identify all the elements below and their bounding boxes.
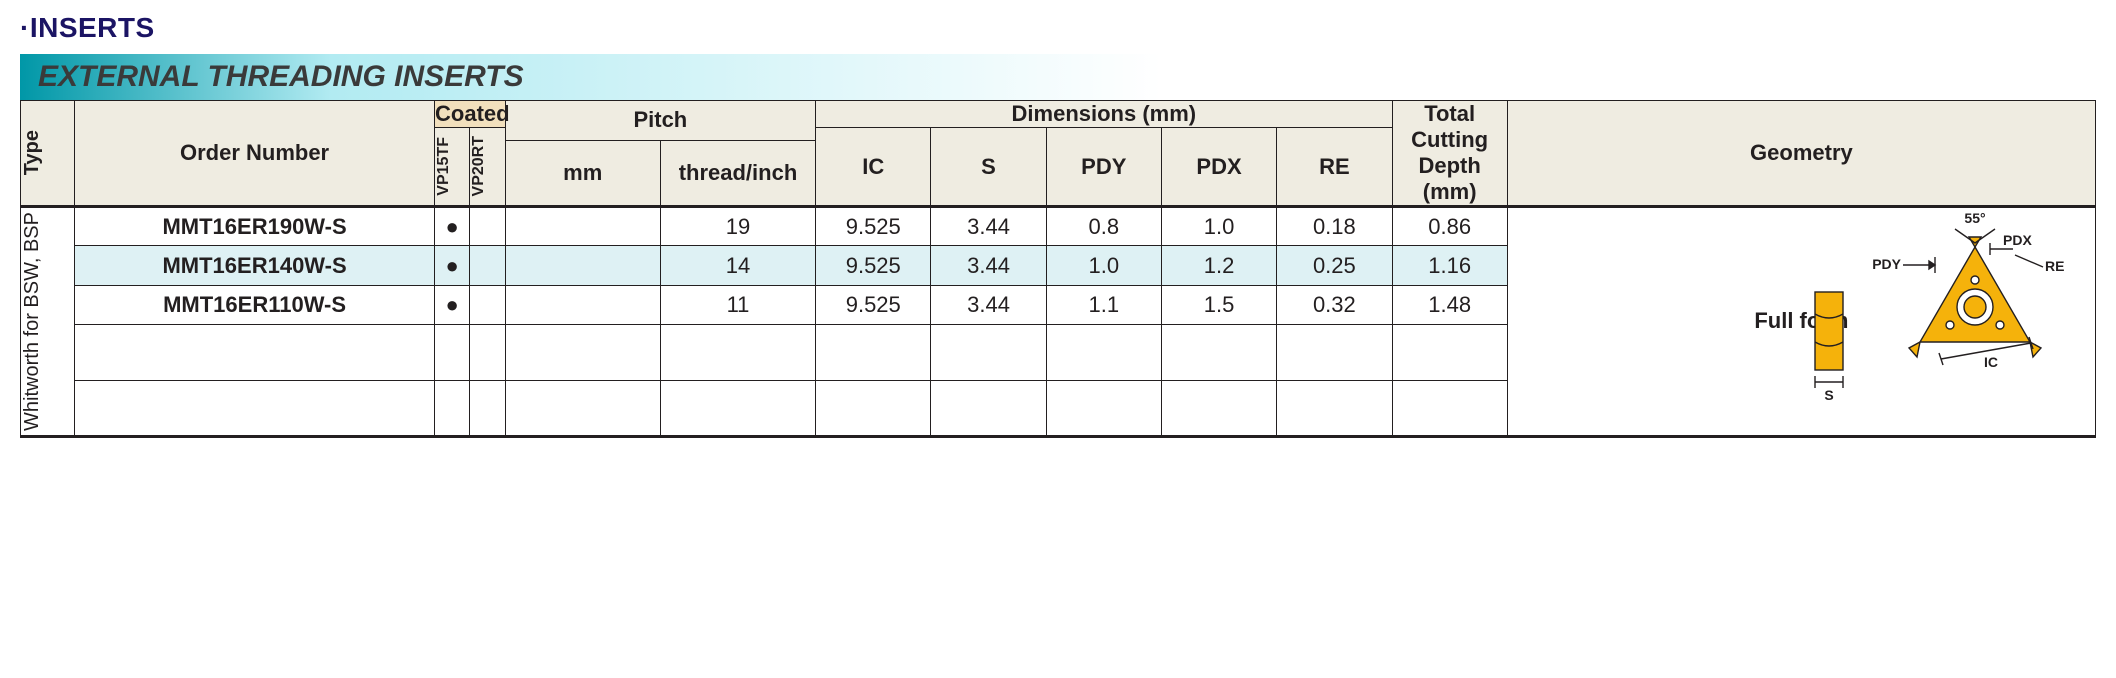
- svg-text:IC: IC: [1984, 354, 1998, 370]
- empty-cell: [931, 381, 1046, 437]
- empty-cell: [470, 325, 505, 381]
- svg-text:RE: RE: [2045, 258, 2064, 274]
- hdr-vp20rt: VP20RT: [470, 128, 505, 207]
- hdr-pdx: PDX: [1161, 128, 1276, 207]
- order-number: MMT16ER140W-S: [75, 246, 435, 285]
- geometry-cell: Full form S: [1507, 207, 2095, 437]
- empty-cell: [435, 325, 470, 381]
- tcd-cell: 1.16: [1392, 246, 1507, 285]
- ic-cell: 9.525: [816, 246, 931, 285]
- pdy-cell: 0.8: [1046, 207, 1161, 246]
- hdr-vp15tf: VP15TF: [435, 128, 470, 207]
- re-cell: 0.25: [1277, 246, 1392, 285]
- re-cell: 0.18: [1277, 207, 1392, 246]
- page-title: ·INSERTS: [20, 12, 2096, 44]
- pitch-mm-cell: [505, 207, 660, 246]
- pitch-tpi-cell: 19: [660, 207, 815, 246]
- vp20rt-cell: [470, 285, 505, 324]
- hdr-pitch-tpi: thread/inch: [660, 140, 815, 206]
- vp20rt-cell: [470, 246, 505, 285]
- ic-cell: 9.525: [816, 285, 931, 324]
- hdr-s: S: [931, 128, 1046, 207]
- s-cell: 3.44: [931, 285, 1046, 324]
- svg-text:PDY: PDY: [1872, 256, 1901, 272]
- vp15tf-cell: ●: [435, 246, 470, 285]
- section-banner: EXTERNAL THREADING INSERTS: [20, 54, 2096, 100]
- svg-text:PDX: PDX: [2003, 232, 2032, 248]
- svg-text:S: S: [1824, 387, 1833, 402]
- pdx-cell: 1.2: [1161, 246, 1276, 285]
- pitch-mm-cell: [505, 246, 660, 285]
- geometry-diagram: S 55° PDX RE: [1785, 212, 2085, 402]
- hdr-dimensions: Dimensions (mm): [816, 101, 1392, 128]
- order-number: [75, 381, 435, 437]
- pitch-mm-cell: [505, 285, 660, 324]
- hdr-order: Order Number: [75, 101, 435, 207]
- ic-cell: 9.525: [816, 207, 931, 246]
- empty-cell: [931, 325, 1046, 381]
- empty-cell: [1161, 381, 1276, 437]
- pitch-tpi-cell: 14: [660, 246, 815, 285]
- empty-cell: [1277, 381, 1392, 437]
- vp15tf-cell: ●: [435, 285, 470, 324]
- pitch-tpi-cell: 11: [660, 285, 815, 324]
- empty-cell: [816, 325, 931, 381]
- vp15tf-cell: ●: [435, 207, 470, 246]
- pdx-cell: 1.0: [1161, 207, 1276, 246]
- s-cell: 3.44: [931, 207, 1046, 246]
- tcd-cell: 1.48: [1392, 285, 1507, 324]
- inserts-table: Type Order Number Coated Pitch Dimension…: [20, 100, 2096, 438]
- empty-cell: [1277, 325, 1392, 381]
- order-number: MMT16ER110W-S: [75, 285, 435, 324]
- order-number: [75, 325, 435, 381]
- hdr-type: Type: [21, 101, 75, 207]
- tcd-cell: 0.86: [1392, 207, 1507, 246]
- empty-cell: [470, 381, 505, 437]
- vp20rt-cell: [470, 207, 505, 246]
- hdr-re: RE: [1277, 128, 1392, 207]
- hdr-pitch-mm: mm: [505, 140, 660, 206]
- hdr-tcd: Total Cutting Depth (mm): [1392, 101, 1507, 207]
- order-number: MMT16ER190W-S: [75, 207, 435, 246]
- hdr-ic: IC: [816, 128, 931, 207]
- empty-cell: [816, 381, 931, 437]
- empty-cell: [1392, 381, 1507, 437]
- empty-cell: [660, 325, 815, 381]
- empty-cell: [1161, 325, 1276, 381]
- type-cell: Whitworth for BSW, BSP: [21, 207, 75, 437]
- svg-text:55°: 55°: [1964, 212, 1985, 226]
- pdx-cell: 1.5: [1161, 285, 1276, 324]
- empty-cell: [1046, 325, 1161, 381]
- empty-cell: [505, 325, 660, 381]
- hdr-geometry: Geometry: [1507, 101, 2095, 207]
- table-row: Whitworth for BSW, BSPMMT16ER190W-S●199.…: [21, 207, 2096, 246]
- pdy-cell: 1.1: [1046, 285, 1161, 324]
- empty-cell: [660, 381, 815, 437]
- pdy-cell: 1.0: [1046, 246, 1161, 285]
- hdr-pdy: PDY: [1046, 128, 1161, 207]
- empty-cell: [1392, 325, 1507, 381]
- empty-cell: [435, 381, 470, 437]
- hdr-coated: Coated: [435, 101, 506, 128]
- hdr-pitch: Pitch: [505, 101, 816, 141]
- empty-cell: [1046, 381, 1161, 437]
- empty-cell: [505, 381, 660, 437]
- s-cell: 3.44: [931, 246, 1046, 285]
- re-cell: 0.32: [1277, 285, 1392, 324]
